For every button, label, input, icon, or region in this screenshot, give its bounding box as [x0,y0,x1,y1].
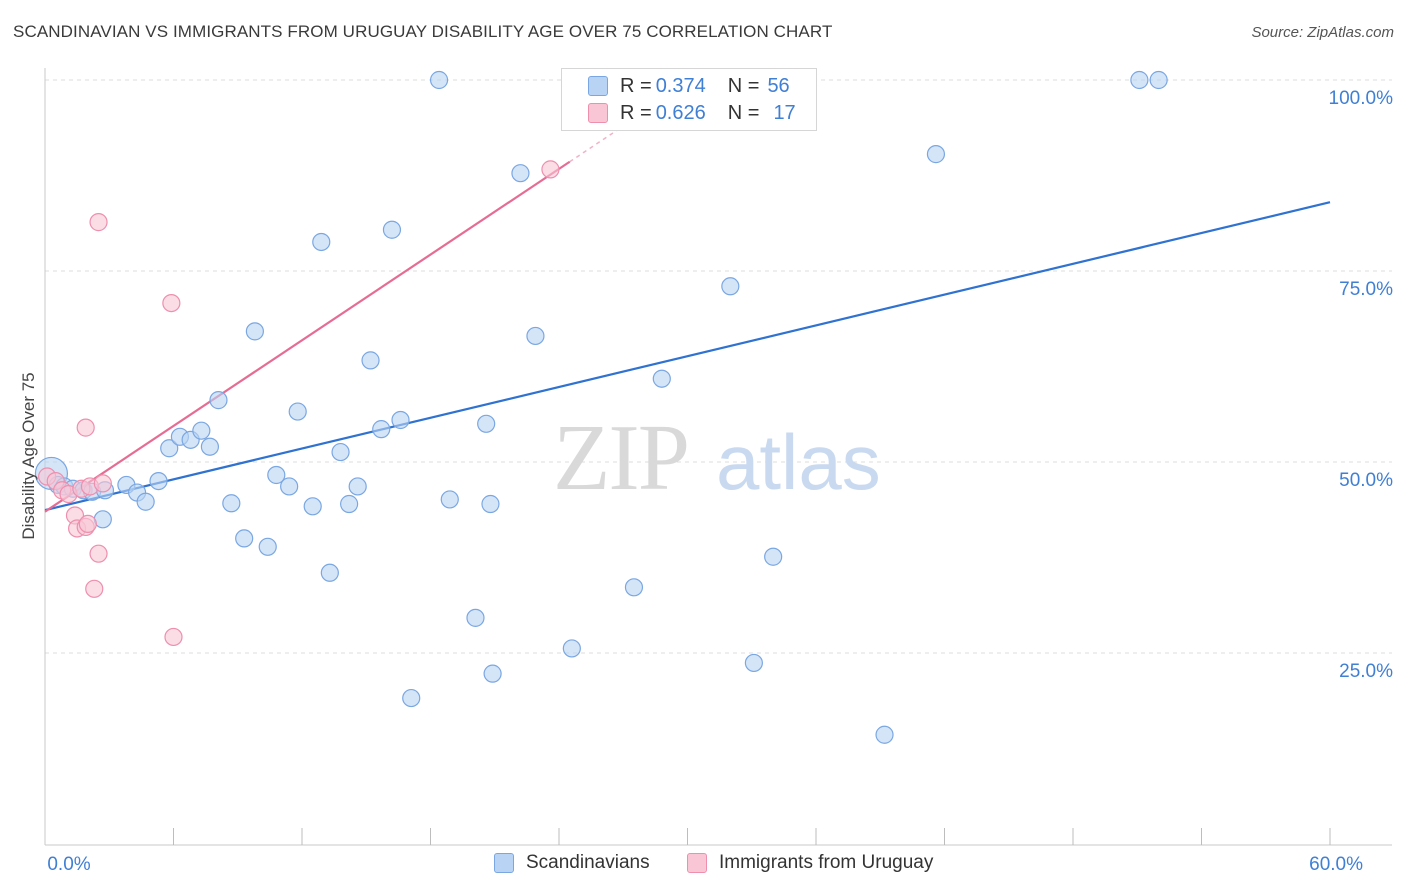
point-scandinavians [136,492,155,511]
point-scandinavians [526,326,545,346]
y-axis-label: Disability Age Over 75 [19,372,38,539]
y-tick-label: 50.0% [1339,470,1393,491]
axes-layer [44,68,1392,846]
point-scandinavians [624,578,644,597]
legend-n-value: 17 [773,101,796,124]
point-scandinavians [258,537,277,556]
point-scandinavians [331,442,350,462]
point-scandinavians [1149,70,1168,90]
trend-layer [44,108,1331,513]
point-uruguay [89,544,108,563]
source-label: Source: ZipAtlas.com [1251,24,1394,41]
point-scandinavians [288,402,307,421]
point-scandinavians [361,351,380,370]
points-layer [34,70,1168,744]
legend-swatch-blue [494,853,514,873]
point-uruguay [89,213,108,232]
point-scandinavians [312,232,331,252]
legend-n-value: 56 [767,74,790,97]
legend-swatch-blue [588,76,608,96]
point-uruguay [93,474,112,493]
legend-label-uruguay: Immigrants from Uruguay [719,852,934,873]
point-scandinavians [721,277,740,296]
watermark-atlas: atlas [716,418,881,506]
point-scandinavians [245,322,264,341]
point-scandinavians [372,420,391,439]
series-legend: Scandinavians Immigrants from Uruguay [0,852,1406,878]
point-scandinavians [222,494,241,513]
legend-swatch-pink [687,853,707,873]
point-scandinavians [440,490,459,509]
point-scandinavians [764,547,783,566]
legend-swatch-pink [588,103,608,123]
point-scandinavians [200,437,220,456]
labels-layer: 25.0% 50.0% 75.0% 100.0% 0.0% 60.0% Disability… [19,88,1393,875]
point-scandinavians [429,70,449,90]
point-scandinavians [382,220,402,239]
point-scandinavians [160,439,179,458]
x-tick-label: 60.0% [1309,854,1363,875]
point-uruguay [162,293,181,313]
point-scandinavians [652,369,671,388]
chart-title: SCANDINAVIAN VS IMMIGRANTS FROM URUGUAY … [13,22,833,41]
x-tick-label: 0.0% [47,854,90,875]
point-scandinavians [149,472,168,491]
legend-r-label: R = [620,74,652,97]
point-scandinavians [477,414,496,433]
point-scandinavians [280,477,299,496]
point-scandinavians [209,391,228,410]
point-uruguay [85,579,104,598]
legend-r-value: 0.626 [655,101,706,124]
point-scandinavians [235,529,254,548]
grid-layer [45,79,1392,654]
point-scandinavians [402,688,421,708]
point-scandinavians [744,653,763,673]
legend-label-scandinavians: Scandinavians [526,852,650,873]
point-scandinavians [875,725,894,744]
watermark-zip: ZIP [553,406,688,510]
legend-n-label: N = [727,74,760,97]
trendline-scandinavians [44,201,1331,512]
point-scandinavians [303,497,322,516]
point-scandinavians [1130,70,1149,90]
watermark: ZIP atlas [553,406,881,510]
trendline-uruguay [44,160,571,513]
legend-item-scandinavians[interactable]: Scandinavians [494,852,650,874]
y-tick-label: 75.0% [1339,279,1393,300]
legend-row-scandinavians: R = 0.374 N = 56 [588,74,790,98]
point-scandinavians [511,164,530,183]
point-scandinavians [340,494,359,514]
point-scandinavians [481,494,500,514]
point-scandinavians [320,563,339,582]
point-scandinavians [192,421,211,440]
point-scandinavians [466,608,485,627]
point-scandinavians [562,639,581,658]
y-tick-label: 25.0% [1339,661,1393,682]
point-uruguay [78,514,97,533]
legend-r-label: R = [620,101,652,124]
point-uruguay [164,627,183,647]
point-scandinavians [483,664,502,683]
legend-n-label: N = [727,101,760,124]
point-scandinavians [348,477,367,496]
legend-item-uruguay[interactable]: Immigrants from Uruguay [687,852,933,874]
point-uruguay [541,160,560,179]
point-uruguay [76,418,95,437]
correlation-legend: R = 0.374 N = 56 R = 0.626 N = 17 [561,68,817,131]
point-scandinavians [926,145,946,164]
point-scandinavians [267,465,286,485]
legend-r-value: 0.374 [655,74,706,97]
legend-row-uruguay: R = 0.626 N = 17 [588,101,796,125]
y-tick-label: 100.0% [1329,88,1394,109]
point-scandinavians [93,510,112,529]
point-scandinavians [391,410,410,430]
